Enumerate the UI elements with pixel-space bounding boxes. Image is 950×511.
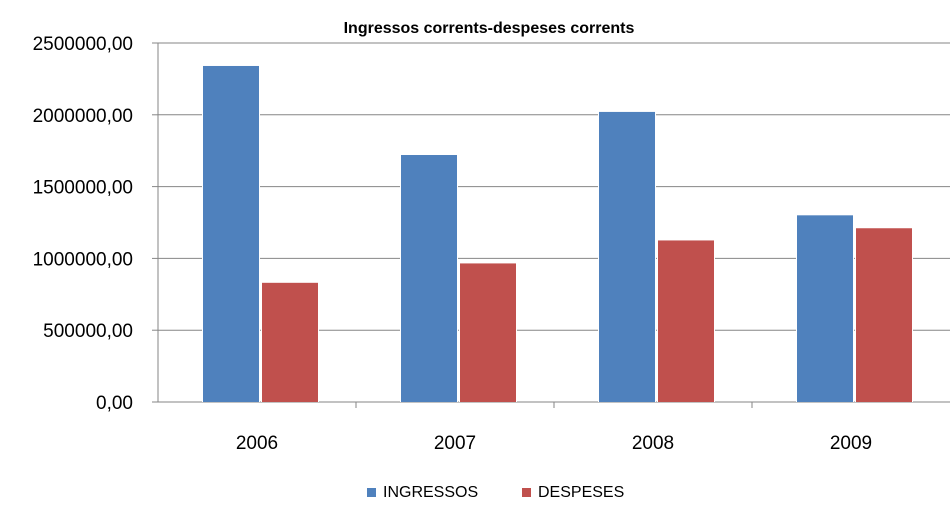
x-tick-label: 2009 xyxy=(830,433,872,454)
x-tick-label: 2007 xyxy=(434,433,476,454)
legend-swatch-ingressos xyxy=(367,488,376,497)
legend: INGRESSOS DESPESES xyxy=(367,484,624,501)
y-tick-label: 0,00 xyxy=(96,393,133,414)
bar-ingressos-2009 xyxy=(797,215,853,402)
x-tick-label: 2006 xyxy=(236,433,278,454)
legend-swatch-despeses xyxy=(522,488,531,497)
bar-ingressos-2007 xyxy=(401,155,457,402)
bar-despeses-2009 xyxy=(856,228,912,402)
legend-label-despeses: DESPESES xyxy=(538,484,624,501)
chart-title: Ingressos corrents-despeses corrents xyxy=(344,20,635,37)
x-tick-label: 2008 xyxy=(632,433,674,454)
bar-despeses-2008 xyxy=(658,240,714,402)
bar-ingressos-2008 xyxy=(599,111,655,402)
bar-ingressos-2006 xyxy=(203,65,259,402)
bar-despeses-2006 xyxy=(262,282,318,402)
y-tick-label: 1500000,00 xyxy=(33,178,133,199)
x-tick-labels: 2006 2007 2008 2009 xyxy=(236,433,872,454)
y-tick-label: 500000,00 xyxy=(43,321,133,342)
y-tick-label: 2500000,00 xyxy=(33,34,133,55)
y-tick-label: 2000000,00 xyxy=(33,106,133,127)
y-tick-labels: 0,00 500000,00 1000000,00 1500000,00 2000000… xyxy=(33,34,133,414)
bars xyxy=(202,64,913,402)
y-tick-label: 1000000,00 xyxy=(33,249,133,270)
bar-despeses-2007 xyxy=(460,263,516,402)
legend-label-ingressos: INGRESSOS xyxy=(383,484,478,501)
